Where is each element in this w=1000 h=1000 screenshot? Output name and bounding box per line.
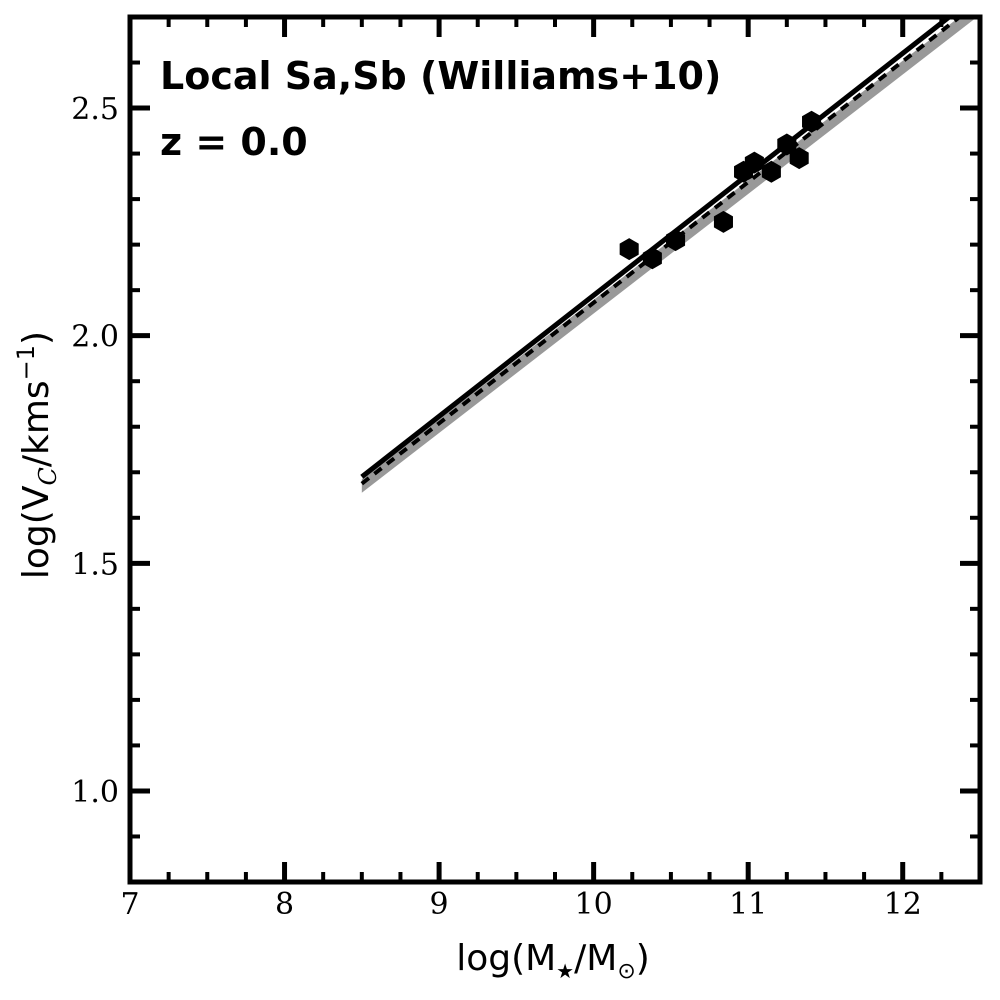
x-axis-label-end: ) <box>636 938 650 979</box>
y-axis-label-sup: −1 <box>12 345 40 380</box>
data-point <box>802 110 822 133</box>
y-axis-label-end: ) <box>16 331 57 345</box>
tick-labels-layer: 7 8 9 10 11 12 1.0 1.5 2.0 2.5 <box>71 92 922 922</box>
y-tick-label: 1.5 <box>71 547 119 582</box>
x-axis-label-sub1: ★ <box>556 959 574 983</box>
data-point <box>619 238 639 261</box>
y-axis-label: log(VC/kms−1) <box>12 331 62 579</box>
x-axis-label-sub2: ⊙ <box>617 959 635 984</box>
data-point <box>744 151 764 174</box>
data-point <box>761 160 781 183</box>
y-axis-label-sub: C <box>34 467 62 485</box>
x-tick-label: 11 <box>729 887 767 922</box>
annotation-dataset: Local Sa,Sb (Williams+10) <box>160 54 721 98</box>
x-tick-label: 8 <box>275 887 294 922</box>
fit-uncertainty-band <box>361 17 978 493</box>
x-tick-label: 10 <box>575 887 613 922</box>
x-tick-label: 7 <box>120 887 139 922</box>
solid-fit-line <box>360 17 951 479</box>
y-tick-label: 1.0 <box>71 775 119 810</box>
y-tick-label: 2.5 <box>71 92 119 127</box>
data-layer <box>360 17 978 493</box>
x-tick-label: 12 <box>884 887 922 922</box>
plot-frame <box>127 14 983 885</box>
y-axis-label-mid: /kms <box>16 380 57 467</box>
data-point <box>713 210 733 233</box>
y-axis-label-main: log(V <box>16 485 57 579</box>
x-axis-label: log(M★/M⊙) <box>456 938 650 984</box>
data-point <box>777 133 797 156</box>
y-tick-label: 2.0 <box>71 320 119 355</box>
data-point <box>666 229 686 252</box>
data-point <box>789 147 809 170</box>
x-axis-label-mid: /M <box>574 938 617 979</box>
data-point <box>642 247 662 270</box>
x-tick-label: 9 <box>430 887 449 922</box>
x-axis-label-main: log(M <box>456 938 556 979</box>
annotation-redshift: z = 0.0 <box>160 120 308 164</box>
